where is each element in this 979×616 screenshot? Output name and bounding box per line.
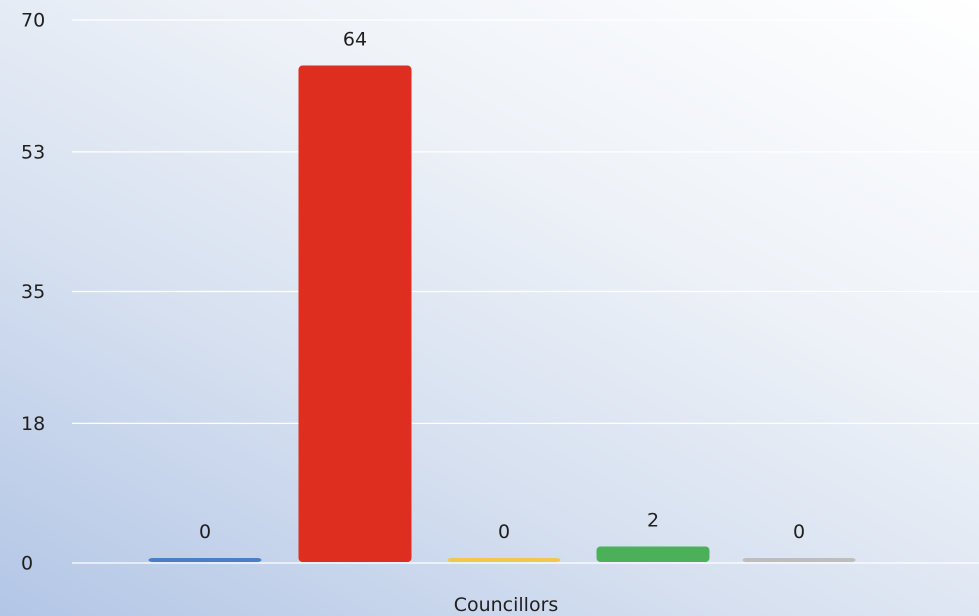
data-labels: 0 64 0 2 0 <box>199 29 805 543</box>
y-tick-label: 53 <box>21 142 45 164</box>
gridlines <box>72 19 979 564</box>
x-axis-title: Councillors <box>454 594 559 616</box>
data-label: 2 <box>647 509 659 531</box>
y-tick-label: 0 <box>21 553 33 575</box>
data-label: 0 <box>199 521 211 543</box>
data-label: 0 <box>498 521 510 543</box>
bar <box>742 558 856 562</box>
y-tick-label: 35 <box>21 281 45 303</box>
bars <box>148 65 856 563</box>
data-label: 0 <box>793 521 805 543</box>
bar <box>596 546 710 562</box>
bar <box>447 558 561 562</box>
y-axis-ticks: 0 18 35 53 70 <box>21 10 45 575</box>
data-label: 64 <box>343 29 367 51</box>
bar <box>148 558 262 562</box>
y-tick-label: 70 <box>21 10 45 32</box>
bar <box>298 65 412 563</box>
y-tick-label: 18 <box>21 413 45 435</box>
